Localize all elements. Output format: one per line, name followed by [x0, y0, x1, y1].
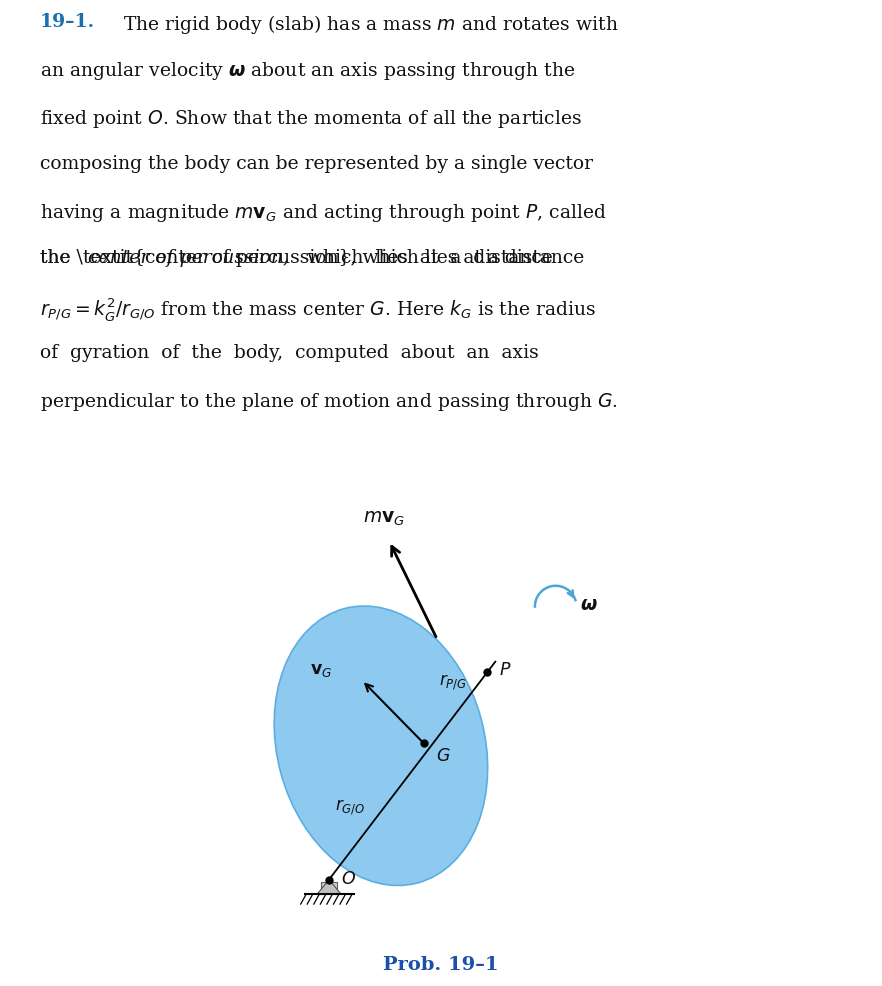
Text: having a magnitude $m\mathbf{v}_G$ and acting through point $\mathit{P}$, called: having a magnitude $m\mathbf{v}_G$ and a…	[40, 202, 607, 224]
Text: 19–1.: 19–1.	[40, 13, 95, 32]
Text: $r_{G/O}$: $r_{G/O}$	[335, 797, 366, 815]
Text: $r_{P/G} = k_G^2/r_{G/O}$ from the mass center $\mathit{G}$. Here $k_G$ is the r: $r_{P/G} = k_G^2/r_{G/O}$ from the mass …	[40, 296, 596, 323]
Text: The rigid body (slab) has a mass $\mathit{m}$ and rotates with: The rigid body (slab) has a mass $\mathi…	[123, 13, 619, 36]
Text: $\boldsymbol{\omega}$: $\boldsymbol{\omega}$	[580, 596, 598, 613]
Ellipse shape	[274, 606, 488, 885]
Text: center of percussion,: center of percussion,	[88, 248, 289, 267]
Text: $m\mathbf{v}_G$: $m\mathbf{v}_G$	[363, 510, 405, 528]
Bar	[321, 882, 337, 894]
Text: fixed point $\mathit{O}$. Show that the momenta of all the particles: fixed point $\mathit{O}$. Show that the …	[40, 107, 581, 129]
Text: Prob. 19–1: Prob. 19–1	[383, 955, 499, 973]
Text: the: the	[40, 248, 76, 267]
Text: the \textit{center of percussion}, which lies at a distance: the \textit{center of percussion}, which…	[40, 248, 584, 267]
Text: $\mathbf{v}_G$: $\mathbf{v}_G$	[310, 661, 332, 677]
Text: $r_{P/G}$: $r_{P/G}$	[438, 671, 467, 691]
Text: perpendicular to the plane of motion and passing through $\mathit{G}$.: perpendicular to the plane of motion and…	[40, 390, 617, 412]
Text: composing the body can be represented by a single vector: composing the body can be represented by…	[40, 155, 593, 173]
Text: $O$: $O$	[341, 870, 356, 887]
Polygon shape	[317, 880, 341, 894]
Text: of  gyration  of  the  body,  computed  about  an  axis: of gyration of the body, computed about …	[40, 343, 538, 361]
Text: $P$: $P$	[499, 662, 512, 678]
Text: an angular velocity $\boldsymbol{\omega}$ about an axis passing through the: an angular velocity $\boldsymbol{\omega}…	[40, 60, 575, 83]
Text: which  lies  at  a  distance: which lies at a distance	[295, 248, 553, 267]
Text: $G$: $G$	[436, 747, 450, 764]
